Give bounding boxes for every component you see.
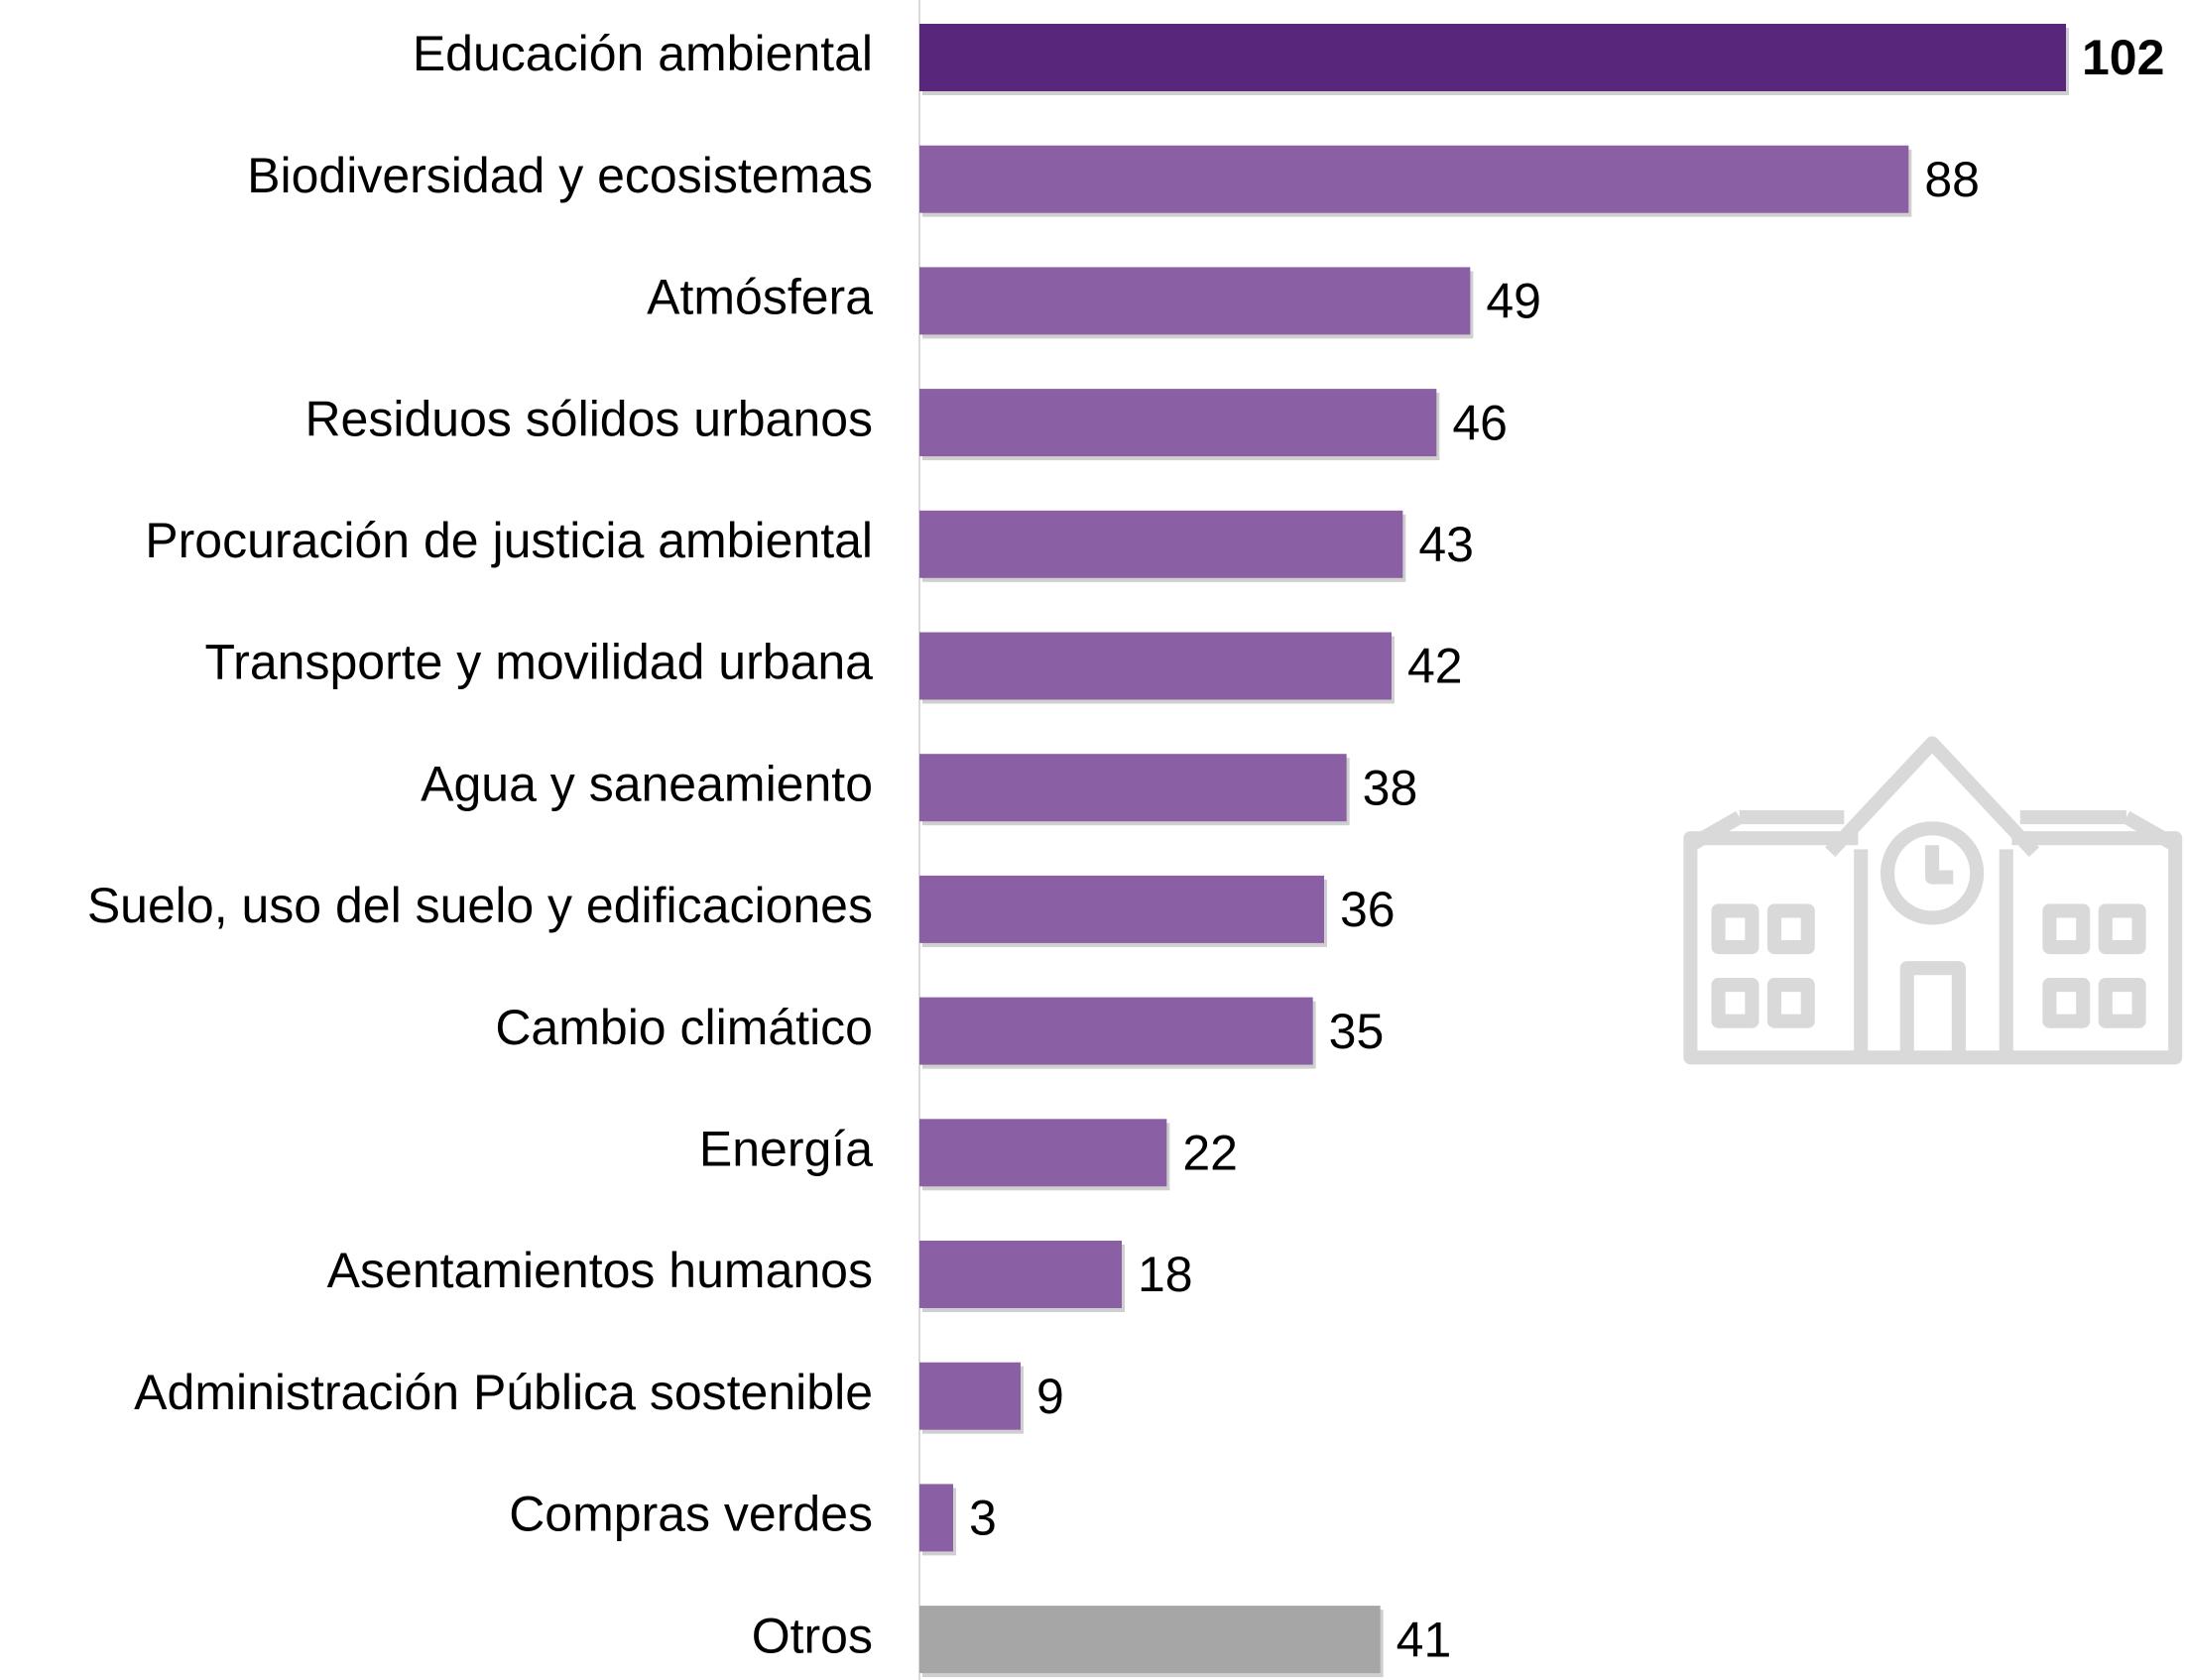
- bar: [919, 754, 1347, 822]
- category-label: Biodiversidad y ecosistemas: [247, 148, 873, 203]
- category-label: Transporte y movilidad urbana: [205, 635, 874, 690]
- value-label: 41: [1396, 1612, 1452, 1667]
- value-label: 18: [1138, 1247, 1193, 1302]
- bar: [919, 145, 1909, 213]
- category-label: Educación ambiental: [413, 26, 873, 81]
- value-label: 35: [1329, 1004, 1385, 1059]
- value-label: 3: [969, 1491, 997, 1546]
- category-label: Administración Pública sostenible: [134, 1365, 873, 1420]
- category-label: Atmósfera: [647, 270, 873, 325]
- value-label: 43: [1418, 517, 1474, 572]
- bar: [919, 24, 2066, 91]
- bar: [919, 510, 1403, 578]
- category-label: Suelo, uso del suelo y edificaciones: [87, 878, 873, 933]
- bar: [919, 1606, 1381, 1674]
- value-label: 36: [1340, 882, 1396, 937]
- value-label: 88: [1924, 152, 1980, 207]
- bar: [919, 1119, 1167, 1187]
- value-label: 42: [1407, 639, 1463, 694]
- category-label: Otros: [752, 1608, 873, 1663]
- bar: [919, 389, 1437, 457]
- bar: [919, 997, 1313, 1065]
- bar: [919, 1362, 1021, 1430]
- category-label: Residuos sólidos urbanos: [304, 391, 873, 446]
- bar: [919, 875, 1324, 943]
- bar: [919, 632, 1392, 700]
- category-label: Compras verdes: [509, 1487, 873, 1542]
- value-label: 22: [1182, 1126, 1238, 1181]
- bar: [919, 1484, 953, 1552]
- category-label: Procuración de justicia ambiental: [145, 513, 873, 568]
- school-icon: [1683, 736, 2183, 1065]
- value-label: 49: [1486, 274, 1541, 329]
- category-label: Asentamientos humanos: [327, 1243, 873, 1298]
- bar: [919, 1241, 1122, 1308]
- bar: [919, 267, 1471, 335]
- category-label: Agua y saneamiento: [421, 756, 873, 811]
- value-label: 9: [1036, 1369, 1064, 1424]
- value-label: 102: [2082, 30, 2164, 85]
- category-label: Energía: [699, 1122, 873, 1177]
- value-label: 46: [1452, 395, 1508, 450]
- value-label: 38: [1363, 760, 1418, 815]
- category-label: Cambio climático: [495, 1000, 873, 1055]
